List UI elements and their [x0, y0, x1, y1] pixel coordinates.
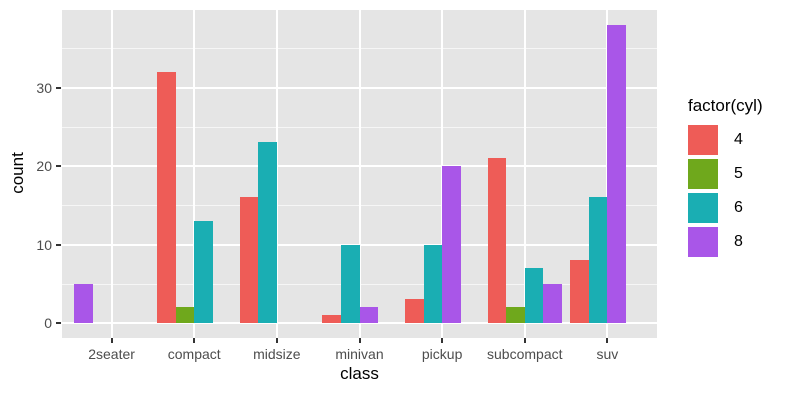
x-axis-tick — [441, 338, 444, 343]
y-tick-label: 10 — [36, 236, 52, 253]
bar-compact-cyl5 — [175, 307, 195, 323]
bar-minivan-cyl8 — [359, 307, 379, 323]
legend-swatch-6 — [688, 193, 718, 223]
bar-subcompact-cyl8 — [543, 283, 562, 323]
legend-swatch-5 — [688, 159, 718, 189]
legend-item-6: 6 — [688, 193, 763, 223]
legend-label: 5 — [734, 165, 743, 182]
bar-subcompact-cyl6 — [524, 268, 544, 323]
x-tick-label-suv: suv — [596, 346, 619, 362]
x-axis-tick — [275, 338, 278, 343]
x-tick-label-midsize: midsize — [253, 346, 301, 362]
bar-pickup-cyl6 — [423, 244, 443, 323]
x-axis-tick — [358, 338, 361, 343]
x-tick-label-pickup: pickup — [421, 346, 463, 362]
bar-minivan-cyl6 — [340, 244, 360, 323]
legend-title: factor(cyl) — [688, 96, 763, 115]
legend-item-8: 8 — [688, 227, 763, 257]
legend-label: 8 — [734, 233, 743, 250]
x-axis-tick — [606, 338, 609, 343]
legend-items: 4 5 6 8 — [688, 125, 763, 257]
gridline-major-x — [523, 10, 526, 338]
bar-suv-cyl4 — [570, 260, 589, 323]
y-tick-label: 30 — [36, 79, 52, 96]
bar-suv-cyl8 — [607, 24, 626, 323]
bar-pickup-cyl8 — [442, 166, 461, 323]
bar-midsize-cyl4 — [239, 197, 259, 323]
y-axis-tick — [56, 165, 61, 167]
legend-item-5: 5 — [688, 159, 763, 189]
y-axis-tick — [56, 322, 61, 324]
bar-compact-cyl6 — [194, 220, 213, 323]
legend-label: 6 — [734, 199, 743, 216]
bar-minivan-cyl4 — [322, 315, 341, 323]
x-tick-label-subcompact: subcompact — [487, 346, 563, 362]
y-tick-label: 20 — [36, 158, 52, 174]
x-tick-label-minivan: minivan — [335, 346, 384, 362]
y-axis-tick — [56, 86, 61, 89]
legend-label: 4 — [734, 131, 743, 148]
bar-2seater-cyl8 — [74, 283, 93, 323]
x-tick-label-2seater: 2seater — [88, 346, 135, 362]
gridline-major-x — [358, 10, 361, 338]
bar-subcompact-cyl5 — [506, 307, 525, 323]
x-axis-tick — [110, 338, 113, 343]
x-tick-label-compact: compact — [167, 346, 221, 362]
bar-midsize-cyl6 — [258, 142, 277, 323]
legend-swatch-8 — [688, 227, 718, 257]
bar-compact-cyl4 — [157, 71, 176, 323]
gridline-major-x — [193, 10, 196, 338]
legend-item-4: 4 — [688, 125, 763, 155]
bar-suv-cyl6 — [588, 197, 608, 323]
legend: factor(cyl) 4 5 6 8 — [688, 96, 763, 261]
x-axis-tick — [523, 338, 526, 343]
x-axis-title: class — [340, 364, 379, 383]
y-tick-label: 0 — [44, 315, 52, 331]
legend-swatch-4 — [688, 125, 718, 155]
gridline-major-x — [275, 10, 278, 338]
plot-panel — [62, 10, 657, 338]
bar-subcompact-cyl4 — [487, 158, 507, 323]
gridline-major-x — [110, 10, 113, 338]
x-axis-tick — [193, 338, 196, 343]
bar-pickup-cyl4 — [404, 299, 424, 323]
y-axis-tick — [56, 243, 61, 246]
